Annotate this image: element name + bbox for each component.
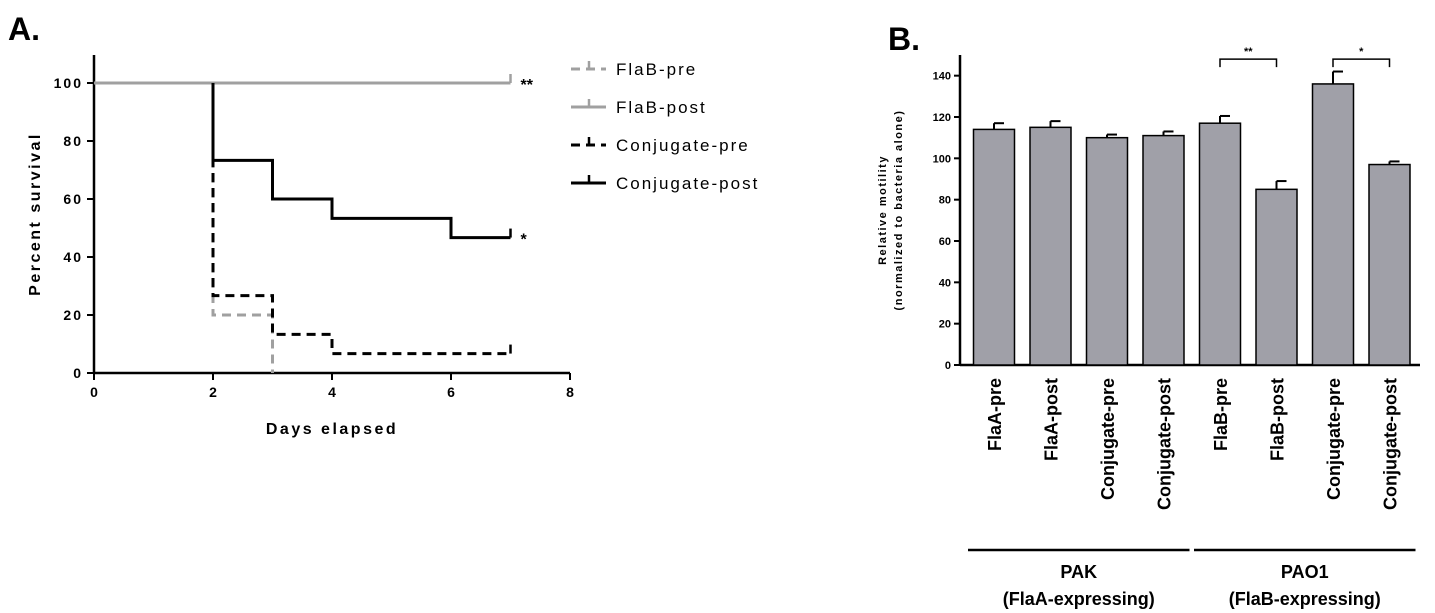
motility-bar [1142,134,1185,366]
survival-series-conjugate-post [211,83,511,240]
motility-group-label-line2: (FlaB-expressing) [1229,589,1381,609]
motility-bar [1085,136,1129,366]
survival-legend: FlaB-pre FlaB-post Conjugate-pre Conjugate-… [571,60,759,193]
motility-bar-chart: 0 20 40 60 80 100 120 140 FlaA-pre FlaA-post Conju… [933,46,1420,609]
survival-x-tick-label: 6 [447,384,455,400]
panel-b-label: B. [888,21,920,57]
survival-x-axis-title: Days elapsed [266,421,398,438]
motility-group-label-line1: PAK [1060,562,1097,582]
legend-label-conjugate-post: Conjugate-post [616,174,759,193]
motility-category-label: Conjugate-pre [1098,378,1118,500]
motility-y-tick-label: 40 [939,277,951,289]
survival-x-tick-label: 8 [566,384,574,400]
motility-bar [1029,126,1072,366]
motility-significance-bracket [1332,58,1391,68]
motility-bar [972,128,1016,366]
motility-y-tick-label: 0 [945,360,951,372]
legend-label-flab-pre: FlaB-pre [616,60,697,79]
survival-y-tick-label: 20 [63,307,83,323]
survival-x-tick-label: 4 [328,384,336,400]
survival-y-tick-label: 80 [63,133,83,149]
motility-y-tick-label: 60 [939,236,951,248]
motility-group-label-line1: PAO1 [1281,562,1329,582]
legend-label-flab-post: FlaB-post [616,98,707,117]
survival-y-axis-title: Percent survival [27,132,44,296]
survival-y-tick-label: 0 [73,365,83,381]
motility-category-label: Conjugate-post [1155,378,1175,510]
motility-y-tick-label: 140 [933,71,951,83]
survival-x-tick-label: 2 [209,384,217,400]
survival-series-flab-pre [94,81,274,373]
motility-group-label-line2: (FlaA-expressing) [1003,589,1155,609]
motility-bar [1368,163,1411,366]
motility-bar [1311,83,1355,366]
motility-category-label: FlaB-pre [1211,378,1231,451]
motility-y-tick-label: 120 [933,112,951,124]
motility-category-label: Conjugate-pre [1324,378,1344,500]
survival-x-tick-label: 0 [90,384,98,400]
survival-y-tick-label: 40 [63,249,83,265]
survival-significance-marker: ** [521,77,534,94]
motility-category-label: Conjugate-post [1381,378,1401,510]
motility-bar [1255,188,1298,366]
motility-y-tick-label: 80 [939,195,951,207]
legend-label-conjugate-pre: Conjugate-pre [616,136,750,155]
motility-y-axis-title-line2: (normalized to bacteria alone) [893,110,905,311]
survival-series-conjugate-pre [211,83,511,356]
motility-y-axis-title-line1: Relative motility [877,155,889,265]
motility-category-label: FlaA-post [1042,378,1062,461]
motility-bar [1198,122,1242,366]
survival-y-tick-label: 60 [63,191,83,207]
motility-category-label: FlaB-post [1268,378,1288,461]
motility-y-tick-label: 20 [939,319,951,331]
motility-significance-marker: ** [1244,46,1253,58]
motility-y-tick-label: 100 [933,153,951,165]
motility-significance-marker: * [1359,46,1364,58]
motility-category-label: FlaA-pre [985,378,1005,451]
survival-y-tick-label: 100 [54,75,83,91]
motility-significance-bracket [1219,58,1278,68]
panel-a-label: A. [8,11,40,47]
survival-significance-marker: * [521,232,528,249]
